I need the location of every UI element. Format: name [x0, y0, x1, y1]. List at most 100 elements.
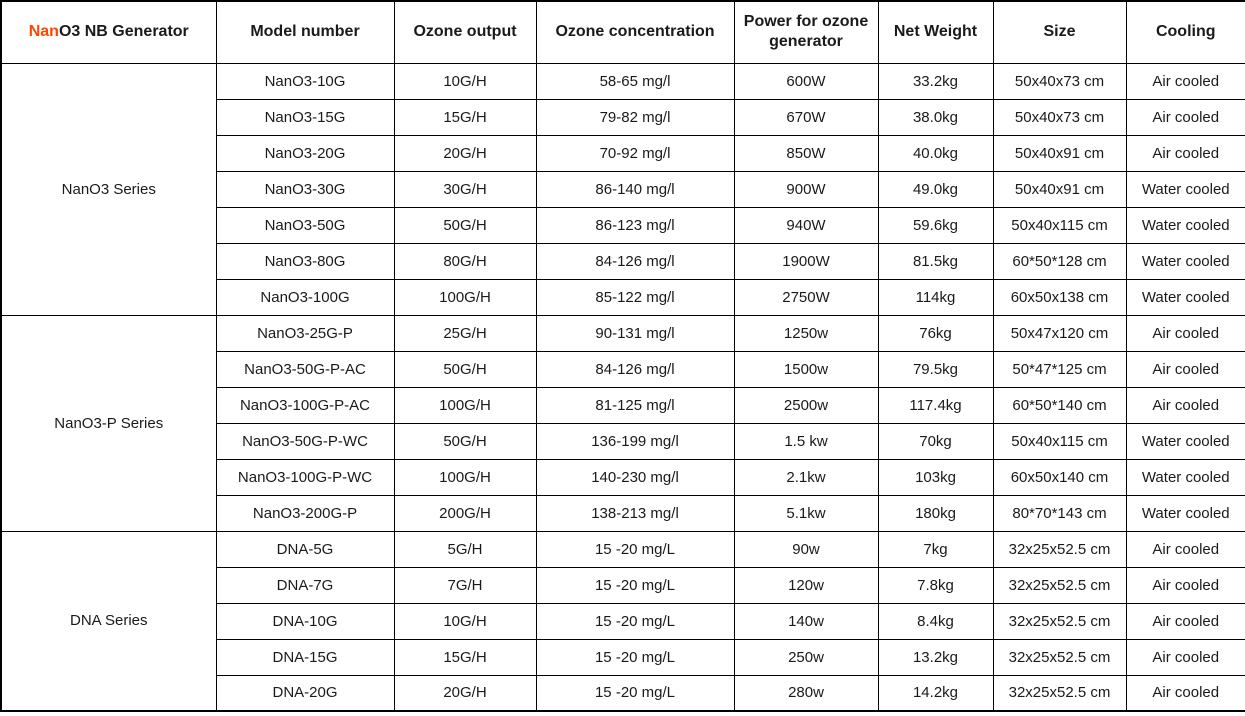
power-cell: 2500w	[733, 386, 879, 424]
brand-rest-text: O3 NB Generator	[58, 23, 189, 41]
cooling-cell: Air cooled	[1125, 134, 1245, 172]
size-cell: 32x25x52.5 cm	[992, 602, 1127, 640]
concentration-cell: 85-122 mg/l	[535, 278, 735, 316]
power-cell: 120w	[733, 566, 879, 604]
output-cell: 15G/H	[393, 98, 537, 136]
cooling-cell: Air cooled	[1125, 674, 1245, 712]
weight-cell: 14.2kg	[877, 674, 994, 712]
table-row: NanO3-15G 15G/H 79-82 mg/l 670W 38.0kg 50x40x…	[1, 98, 1245, 136]
weight-cell: 103kg	[877, 458, 994, 496]
concentration-cell: 70-92 mg/l	[535, 134, 735, 172]
output-cell: 20G/H	[393, 674, 537, 712]
table-row: NanO3-50G-P-WC 50G/H 136-199 mg/l 1.5 kw 70k…	[1, 422, 1245, 460]
weight-cell: 38.0kg	[877, 98, 994, 136]
table-row: NanO3-P Series NanO3-25G-P 25G/H 90-131 mg/…	[0, 314, 1245, 532]
output-cell: 50G/H	[393, 422, 537, 460]
cooling-cell: Air cooled	[1125, 638, 1245, 676]
model-cell: NanO3-15G	[215, 98, 395, 136]
power-cell: 140w	[733, 602, 879, 640]
concentration-cell: 86-123 mg/l	[535, 206, 735, 244]
cooling-cell: Air cooled	[1125, 98, 1245, 136]
header-power: Power for ozone generator	[733, 0, 879, 64]
size-cell: 32x25x52.5 cm	[992, 638, 1127, 676]
power-cell: 850W	[733, 134, 879, 172]
output-cell: 25G/H	[393, 314, 537, 352]
size-cell: 50x40x73 cm	[992, 98, 1127, 136]
table-row: DNA-7G 7G/H 15 -20 mg/L 120w 7.8kg 32x25x52.5…	[1, 566, 1245, 604]
cooling-cell: Water cooled	[1125, 278, 1245, 316]
size-cell: 60*50*128 cm	[992, 242, 1127, 280]
output-cell: 20G/H	[393, 134, 537, 172]
power-cell: 600W	[733, 62, 879, 100]
table-row: NanO3 Series NanO3-10G 10G/H 58-65 mg/l 600W…	[0, 62, 1245, 316]
table-row: DNA-15G 15G/H 15 -20 mg/L 250w 13.2kg 32x25x5…	[1, 638, 1245, 676]
size-cell: 50x40x91 cm	[992, 134, 1127, 172]
table-row: DNA-20G 20G/H 15 -20 mg/L 280w 14.2kg 32x25x5…	[1, 674, 1245, 712]
cooling-cell: Air cooled	[1125, 602, 1245, 640]
concentration-cell: 15 -20 mg/L	[535, 566, 735, 604]
cooling-cell: Air cooled	[1125, 314, 1245, 352]
header-ozone-output: Ozone output	[393, 0, 537, 64]
output-cell: 15G/H	[393, 638, 537, 676]
cooling-cell: Air cooled	[1125, 530, 1245, 568]
series-cell: DNA Series	[0, 530, 217, 712]
model-cell: NanO3-50G	[215, 206, 395, 244]
concentration-cell: 15 -20 mg/L	[535, 674, 735, 712]
weight-cell: 13.2kg	[877, 638, 994, 676]
size-cell: 50x40x73 cm	[992, 62, 1127, 100]
power-cell: 1500w	[733, 350, 879, 388]
output-cell: 5G/H	[393, 530, 537, 568]
cooling-cell: Air cooled	[1125, 386, 1245, 424]
header-size: Size	[992, 0, 1127, 64]
table-header: NanO3 NB Generator Model number Ozone ou…	[0, 0, 1245, 64]
model-cell: NanO3-10G	[215, 62, 395, 100]
concentration-cell: 81-125 mg/l	[535, 386, 735, 424]
concentration-cell: 15 -20 mg/L	[535, 530, 735, 568]
size-cell: 32x25x52.5 cm	[992, 566, 1127, 604]
concentration-cell: 79-82 mg/l	[535, 98, 735, 136]
model-cell: NanO3-80G	[215, 242, 395, 280]
concentration-cell: 86-140 mg/l	[535, 170, 735, 208]
concentration-cell: 136-199 mg/l	[535, 422, 735, 460]
concentration-cell: 84-126 mg/l	[535, 350, 735, 388]
output-cell: 100G/H	[393, 386, 537, 424]
weight-cell: 76kg	[877, 314, 994, 352]
output-cell: 50G/H	[393, 350, 537, 388]
concentration-cell: 15 -20 mg/L	[535, 602, 735, 640]
output-cell: 100G/H	[393, 278, 537, 316]
model-cell: DNA-10G	[215, 602, 395, 640]
power-cell: 1900W	[733, 242, 879, 280]
concentration-cell: 90-131 mg/l	[535, 314, 735, 352]
power-cell: 90w	[733, 530, 879, 568]
table-row: DNA Series DNA-5G 5G/H 15 -20 mg/L 90w 7kg 32x…	[0, 530, 1245, 712]
cooling-cell: Air cooled	[1125, 62, 1245, 100]
output-cell: 50G/H	[393, 206, 537, 244]
concentration-cell: 15 -20 mg/L	[535, 638, 735, 676]
size-cell: 50x40x91 cm	[992, 170, 1127, 208]
model-cell: NanO3-50G-P-WC	[215, 422, 395, 460]
model-cell: NanO3-200G-P	[215, 494, 395, 532]
concentration-cell: 58-65 mg/l	[535, 62, 735, 100]
output-cell: 200G/H	[393, 494, 537, 532]
cooling-cell: Water cooled	[1125, 422, 1245, 460]
model-cell: DNA-20G	[215, 674, 395, 712]
concentration-cell: 138-213 mg/l	[535, 494, 735, 532]
size-cell: 60x50x138 cm	[992, 278, 1127, 316]
series-cell: NanO3 Series	[0, 62, 217, 316]
table-row: NanO3-100G 100G/H 85-122 mg/l 2750W 114kg 60x…	[1, 278, 1245, 316]
weight-cell: 40.0kg	[877, 134, 994, 172]
table-row: NanO3-30G 30G/H 86-140 mg/l 900W 49.0kg 50x40…	[1, 170, 1245, 208]
model-cell: NanO3-25G-P	[215, 314, 395, 352]
table-body: NanO3 Series NanO3-10G 10G/H 58-65 mg/l 600W…	[0, 62, 1245, 712]
weight-cell: 117.4kg	[877, 386, 994, 424]
cooling-cell: Air cooled	[1125, 350, 1245, 388]
header-model-number: Model number	[215, 0, 395, 64]
size-cell: 50x47x120 cm	[992, 314, 1127, 352]
weight-cell: 7kg	[877, 530, 994, 568]
model-cell: NanO3-30G	[215, 170, 395, 208]
concentration-cell: 84-126 mg/l	[535, 242, 735, 280]
size-cell: 50x40x115 cm	[992, 422, 1127, 460]
table-row: NanO3-20G 20G/H 70-92 mg/l 850W 40.0kg 50x40x…	[1, 134, 1245, 172]
size-cell: 32x25x52.5 cm	[992, 674, 1127, 712]
